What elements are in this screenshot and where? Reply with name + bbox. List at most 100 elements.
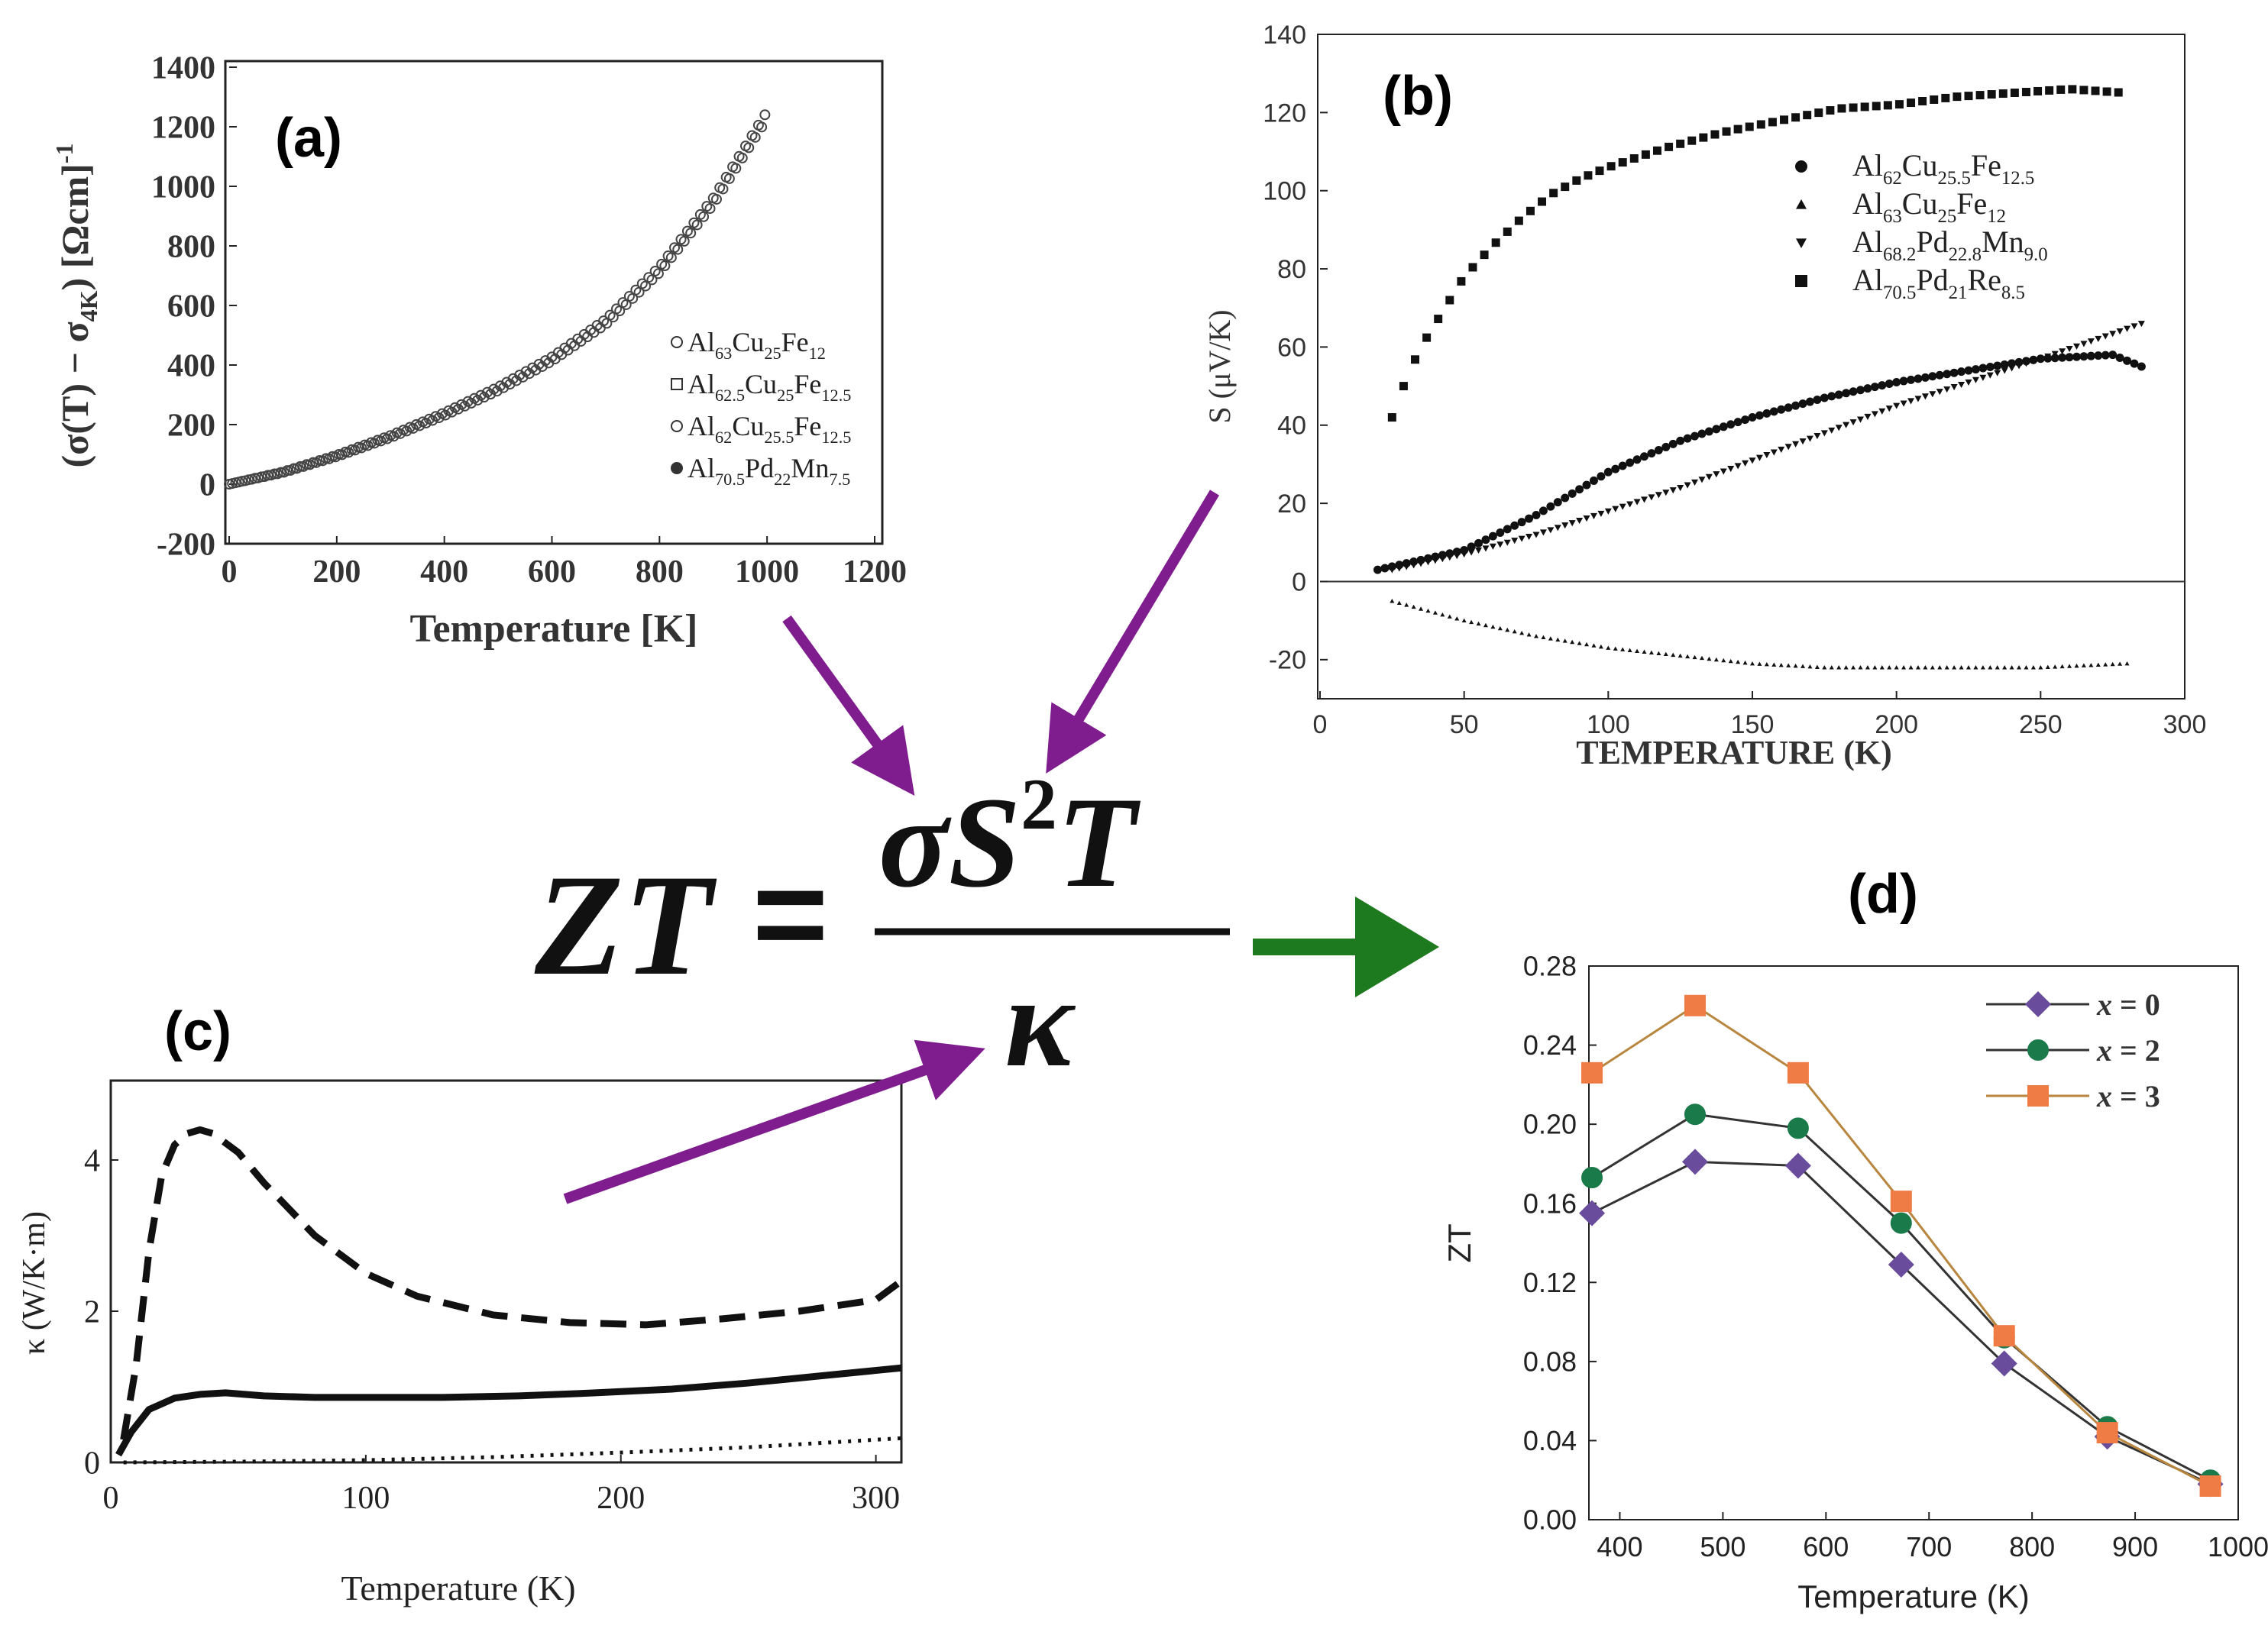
data-point xyxy=(2056,85,2066,94)
data-point xyxy=(2068,85,2077,94)
legend-marker xyxy=(671,420,683,432)
data-point xyxy=(1941,93,1950,102)
data-point xyxy=(1827,392,1836,401)
data-point xyxy=(1879,665,1885,670)
legend-subscript: 63 xyxy=(1883,206,1902,227)
data-point xyxy=(2137,321,2145,328)
data-point xyxy=(369,438,380,449)
legend-element: Al xyxy=(688,411,715,441)
data-point xyxy=(1373,565,1382,574)
legend-label: Al62.5Cu25Fe12.5 xyxy=(688,369,851,405)
data-point xyxy=(1901,665,1907,670)
data-point xyxy=(2086,351,2095,360)
data-point xyxy=(2022,360,2030,367)
data-point xyxy=(1799,438,1807,445)
data-point xyxy=(1771,662,1777,667)
panel-b-axes: 0 50 100 150 200 250 300 -20 0 20 40 60 80 100 120 140 xyxy=(1263,21,2206,739)
y-tick-label: 0.12 xyxy=(1523,1267,1577,1298)
formula-T: T xyxy=(1057,771,1141,914)
data-point xyxy=(1770,449,1778,456)
data-point xyxy=(1923,665,1928,670)
legend-subscript: 22 xyxy=(774,470,791,489)
data-point xyxy=(1676,436,1685,445)
data-point xyxy=(2118,661,2123,666)
panel-c-axes: 0 100 200 300 0 2 4 xyxy=(84,1144,900,1516)
data-point xyxy=(1648,650,1654,655)
legend-element: Al xyxy=(688,453,715,483)
panel-a-frame xyxy=(224,60,884,545)
y-tick-label: 20 xyxy=(1277,490,1306,519)
data-point xyxy=(1597,472,1606,481)
data-point xyxy=(1553,498,1562,507)
data-point xyxy=(1641,496,1648,503)
data-point xyxy=(1813,396,1822,404)
legend-subscript: 25 xyxy=(764,344,781,363)
data-point xyxy=(1858,665,1863,670)
data-point xyxy=(1561,493,1570,502)
data-point xyxy=(1887,665,1892,670)
data-point xyxy=(288,463,299,474)
data-point xyxy=(1894,665,1899,670)
y-tick-label: 400 xyxy=(167,349,215,384)
data-point xyxy=(1943,386,1951,393)
panel-a-marks xyxy=(224,109,771,490)
data-point xyxy=(2045,664,2050,670)
panel-b-xlabel: TEMPERATURE (K) xyxy=(1576,734,1892,771)
x-tick-label: 400 xyxy=(420,554,468,590)
data-point xyxy=(1691,479,1699,486)
y-tick-label: 2 xyxy=(84,1295,100,1330)
data-point xyxy=(1519,631,1525,635)
data-point xyxy=(736,152,748,163)
data-point xyxy=(1525,206,1535,215)
data-point xyxy=(1998,89,2008,99)
data-point xyxy=(1503,227,1512,236)
legend-element: Re xyxy=(1967,263,2001,297)
data-point xyxy=(2002,665,2008,670)
panel-c-label: (c) xyxy=(164,1001,231,1062)
data-point xyxy=(1763,452,1771,459)
x-tick-label: 100 xyxy=(341,1481,390,1516)
data-point xyxy=(1972,376,1979,383)
legend-element: Al xyxy=(1852,263,1883,297)
formula-sigma: σ xyxy=(878,771,952,914)
data-point xyxy=(1915,665,1920,670)
legend-marker xyxy=(1796,238,1807,248)
data-point xyxy=(1618,158,1627,167)
data-point xyxy=(1561,183,1570,192)
data-point xyxy=(1728,658,1733,664)
data-point xyxy=(2045,86,2054,95)
data-point xyxy=(1576,518,1584,525)
data-point xyxy=(1517,518,1526,527)
data-point xyxy=(1525,514,1534,523)
data-point xyxy=(723,173,735,184)
panel-a: (a) 0 200 400 600 800 1000 1200-20002004006008… xyxy=(50,51,907,651)
data-point xyxy=(1579,1200,1606,1226)
x-tick-label: 800 xyxy=(636,554,684,590)
data-point xyxy=(2199,1475,2221,1497)
y-tick-label: 200 xyxy=(167,409,215,444)
data-point xyxy=(1497,625,1503,631)
legend-element: Cu xyxy=(732,327,764,357)
data-point xyxy=(1555,637,1561,642)
data-point xyxy=(759,109,771,121)
data-point xyxy=(1572,176,1581,185)
legend-marker xyxy=(2024,990,2052,1018)
data-point xyxy=(1597,510,1605,517)
data-point xyxy=(1943,370,1952,379)
data-point xyxy=(1777,405,1786,414)
data-point xyxy=(1971,365,1980,374)
svg-text:(σ(T) − σ4K) [Ωcm]-1: (σ(T) − σ4K) [Ωcm]-1 xyxy=(50,143,102,467)
data-point xyxy=(672,244,684,255)
panel-c: (c) 0 100 200 300 0 2 4 Temperature (K) κ (W/K… xyxy=(17,1001,904,1608)
data-point xyxy=(1387,413,1396,422)
legend-element: Cu xyxy=(1902,148,1938,183)
data-point xyxy=(2072,352,2081,361)
data-point xyxy=(2115,353,2124,362)
legend-label-rest: = 2 xyxy=(2112,1033,2160,1068)
legend-element: Al xyxy=(688,327,715,357)
data-point xyxy=(256,471,267,483)
data-point xyxy=(1699,133,1708,142)
data-point xyxy=(1582,480,1591,490)
legend-subscript: 7.5 xyxy=(829,470,850,489)
data-point xyxy=(1547,527,1555,534)
